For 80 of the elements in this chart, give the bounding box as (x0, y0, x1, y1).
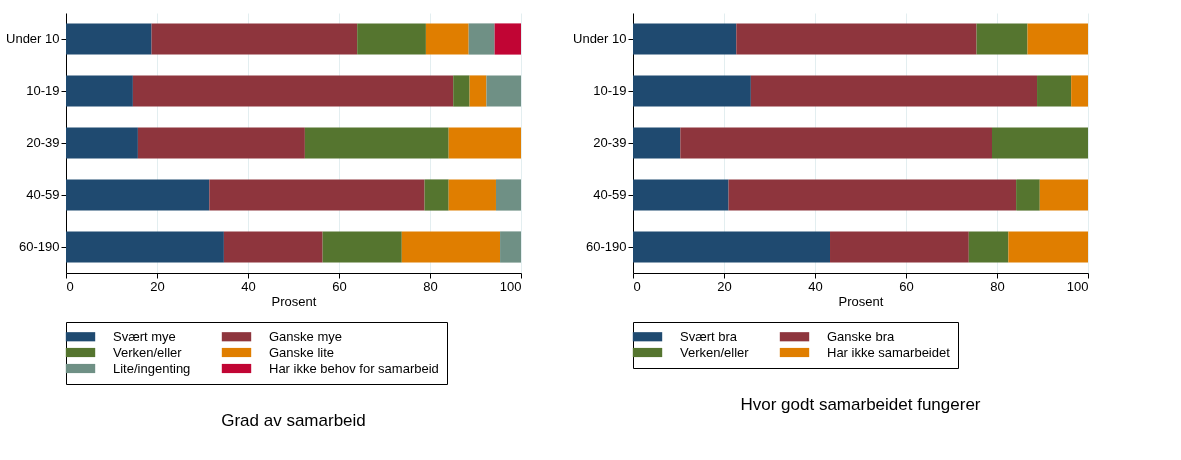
y-tick-label: 60-190 (19, 239, 60, 254)
bar (633, 231, 831, 263)
bar (425, 23, 469, 55)
x-axis-title: Prosent (838, 293, 884, 309)
legend-label: Verken/eller (680, 344, 750, 360)
bar (992, 127, 1088, 159)
x-tick-label: 80 (990, 278, 1005, 294)
bar (728, 179, 1017, 211)
bar (968, 231, 1009, 263)
bar (633, 179, 729, 211)
bar (633, 23, 737, 55)
legend-label: Lite/ingenting (113, 360, 191, 376)
bar (500, 231, 521, 263)
text: Grad av samarbeid (221, 410, 366, 430)
bar (486, 75, 521, 107)
y-tick-label: 20-39 (593, 135, 627, 150)
legend-label: Ganske bra (827, 328, 895, 344)
bar (223, 231, 323, 263)
y-tick-label: 10-19 (593, 83, 627, 98)
legend-label: Har ikke samarbeidet (827, 344, 951, 360)
bar (66, 179, 210, 211)
bar (66, 231, 224, 263)
legend-label: Svært bra (680, 328, 738, 344)
x-tick-label: 0 (633, 278, 641, 294)
bar (322, 231, 402, 263)
y-tick-label: 20-39 (26, 135, 60, 150)
x-tick-label: 100 (1066, 278, 1089, 294)
y-tick-label: Under 10 (573, 31, 627, 46)
y-tick-label: 10-19 (26, 83, 60, 98)
legend-label: Ganske lite (269, 344, 335, 360)
bar (1039, 179, 1088, 211)
bar (1016, 179, 1040, 211)
y-tick-label: 40-59 (593, 187, 627, 202)
bar (736, 23, 977, 55)
bar (633, 75, 751, 107)
legend-label: Ganske mye (269, 328, 342, 344)
legend-label: Svært mye (113, 328, 176, 344)
x-tick-label: 60 (899, 278, 914, 294)
x-tick-label: 100 (499, 278, 522, 294)
text: Hvor godt samarbeidet fungerer (740, 394, 981, 414)
bar (494, 23, 521, 55)
bar (495, 179, 521, 211)
bar (830, 231, 969, 263)
bar (357, 23, 426, 55)
bar (1027, 23, 1088, 55)
bar (304, 127, 449, 159)
x-tick-label: 0 (66, 278, 74, 294)
legend-label: Har ikke behov for samarbeid (269, 360, 439, 376)
bar (1037, 75, 1072, 107)
bar (469, 75, 487, 107)
x-tick-label: 20 (150, 278, 165, 294)
x-tick-label: 60 (332, 278, 347, 294)
x-tick-label: 40 (241, 278, 256, 294)
bar (976, 23, 1028, 55)
bar (633, 127, 681, 159)
bar (66, 75, 133, 107)
x-tick-label: 40 (808, 278, 823, 294)
legend-label: Verken/eller (113, 344, 183, 360)
y-tick-label: Under 10 (6, 31, 60, 46)
bar (66, 23, 152, 55)
y-tick-label: 40-59 (26, 187, 60, 202)
bar (750, 75, 1038, 107)
x-axis-title: Prosent (271, 293, 317, 309)
bar (401, 231, 501, 263)
bar (453, 75, 470, 107)
bar (468, 23, 495, 55)
bar (66, 127, 138, 159)
bar (137, 127, 305, 159)
y-tick-label: 60-190 (586, 239, 627, 254)
x-tick-label: 20 (717, 278, 732, 294)
bar (680, 127, 992, 159)
bar (1071, 75, 1088, 107)
bar (424, 179, 449, 211)
bar (151, 23, 358, 55)
bar (448, 127, 521, 159)
x-tick-label: 80 (423, 278, 438, 294)
bar (132, 75, 454, 107)
bar (448, 179, 496, 211)
bar (1008, 231, 1088, 263)
bar (209, 179, 425, 211)
